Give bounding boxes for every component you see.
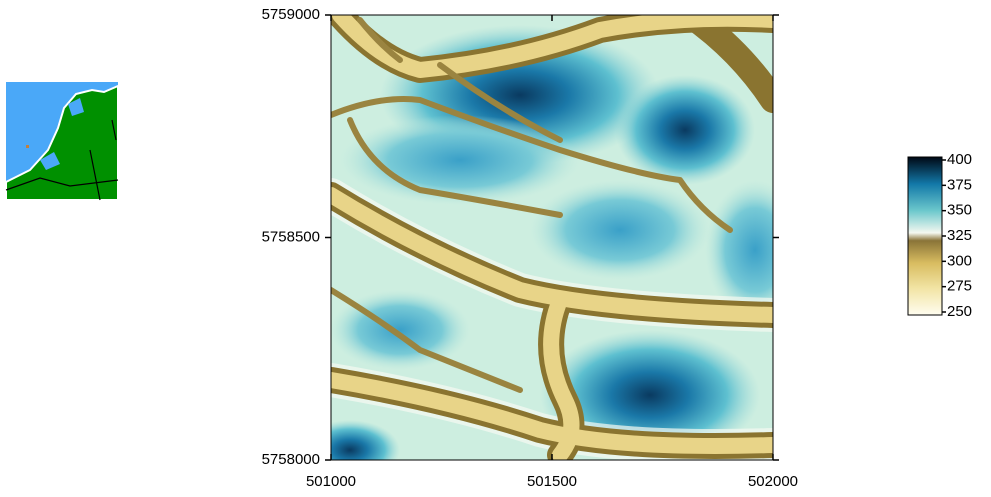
colorbar-tick-label: 350 <box>947 202 972 219</box>
raster <box>300 15 805 480</box>
y-tick-label: 5759000 <box>262 6 320 23</box>
y-tick-label: 5758000 <box>262 451 320 468</box>
y-tick-label: 5758500 <box>262 228 320 245</box>
page: 501000 501500 502000 5758000 5758500 5759000 2… <box>0 0 991 497</box>
colorbar-tick-label: 275 <box>947 278 972 295</box>
colorbar-tick-label: 300 <box>947 252 972 269</box>
x-tick-label: 502000 <box>748 473 798 490</box>
x-tick-label: 501000 <box>306 473 356 490</box>
colorbar-tick-label: 250 <box>947 303 972 320</box>
x-tick-label: 501500 <box>527 473 577 490</box>
colorbar-tick-label: 375 <box>947 176 972 193</box>
overview-map <box>6 82 118 200</box>
colorbar-tick-label: 400 <box>947 151 972 168</box>
colorbar <box>908 157 942 315</box>
colorbar-tick-label: 325 <box>947 227 972 244</box>
